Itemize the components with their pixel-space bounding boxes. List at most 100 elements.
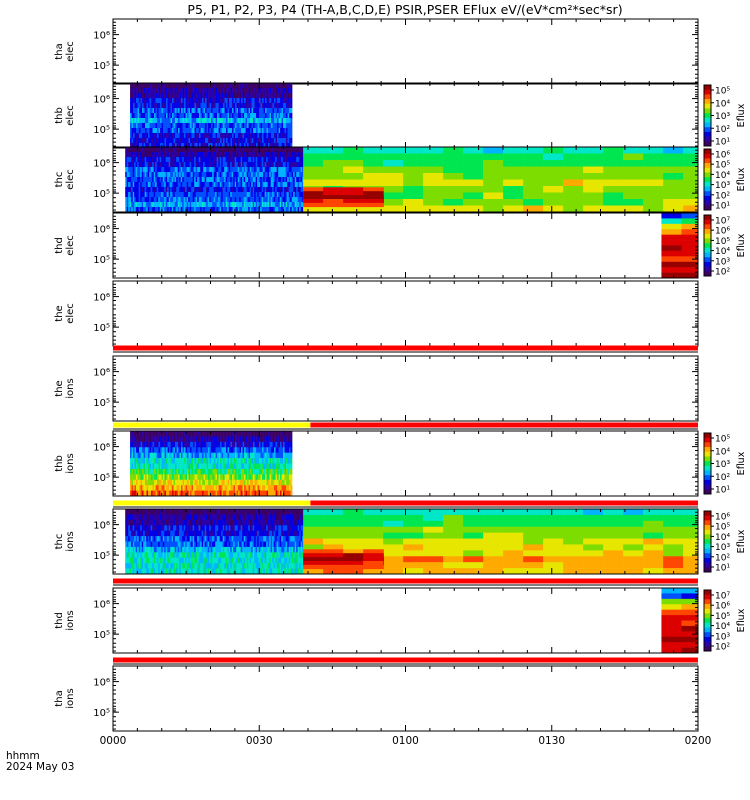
heatmap-cell xyxy=(128,192,130,198)
heatmap-cell xyxy=(143,172,145,178)
heatmap-cell xyxy=(148,485,150,491)
heatmap-cell xyxy=(236,138,239,144)
heatmap-cell xyxy=(197,468,200,475)
heatmap-cell xyxy=(241,133,243,139)
heatmap-cell xyxy=(160,83,162,89)
heatmap-cell xyxy=(182,162,184,168)
heatmap-cell xyxy=(543,147,564,154)
heatmap-cell xyxy=(246,192,249,198)
heatmap-cell xyxy=(182,83,185,89)
heatmap-cell xyxy=(140,463,143,470)
heatmap-cell xyxy=(174,182,177,188)
heatmap-cell xyxy=(152,202,154,208)
heatmap-cell xyxy=(263,133,266,139)
heatmap-cell xyxy=(289,133,291,139)
heatmap-cell xyxy=(262,118,264,124)
heatmap-cell xyxy=(223,436,225,443)
heatmap-cell xyxy=(216,152,219,158)
heatmap-cell xyxy=(201,207,204,213)
heatmap-cell xyxy=(219,202,222,208)
heatmap-cell xyxy=(256,431,258,437)
colorbar-swatch xyxy=(704,117,711,123)
heatmap-cell xyxy=(130,133,132,139)
heatmap-cell xyxy=(205,447,207,453)
heatmap-cell xyxy=(180,147,183,153)
heatmap-cell xyxy=(169,133,171,139)
heatmap-cell xyxy=(213,167,216,173)
heatmap-cell xyxy=(162,197,165,203)
heatmap-cell xyxy=(149,128,152,134)
heatmap-cell xyxy=(343,153,364,161)
heatmap-cell xyxy=(260,468,263,475)
heatmap-cell xyxy=(233,138,236,144)
heatmap-cell xyxy=(230,143,233,149)
heatmap-cell xyxy=(463,160,484,167)
heatmap-cell xyxy=(195,172,198,178)
heatmap-cell xyxy=(215,468,218,475)
heatmap-cell xyxy=(146,157,148,163)
heatmap-cell xyxy=(209,468,212,475)
heatmap-cell xyxy=(266,143,269,149)
heatmap-cell xyxy=(253,490,255,497)
heatmap-cell xyxy=(197,458,200,464)
heatmap-cell xyxy=(240,157,243,163)
heatmap-cell xyxy=(129,202,132,208)
heatmap-cell xyxy=(194,128,197,134)
heatmap-cell xyxy=(235,98,237,104)
heatmap-cell xyxy=(263,152,265,158)
heatmap-cell xyxy=(176,177,178,183)
heatmap-cell xyxy=(161,123,164,129)
heatmap-cell xyxy=(216,147,219,153)
heatmap-cell xyxy=(145,447,147,453)
heatmap-cell xyxy=(203,479,206,486)
heatmap-cell xyxy=(131,172,133,178)
heatmap-cell xyxy=(251,197,253,203)
heatmap-cell xyxy=(503,160,524,167)
heatmap-cell xyxy=(269,447,272,453)
heatmap-cell xyxy=(176,103,179,109)
heatmap-cell xyxy=(212,93,215,99)
heatmap-cell xyxy=(256,123,258,129)
heatmap-cell xyxy=(151,447,153,453)
heatmap-cell xyxy=(192,162,195,168)
heatmap-cell xyxy=(206,108,209,114)
heatmap-cell xyxy=(154,88,156,94)
heatmap-cell xyxy=(275,167,277,173)
heatmap-cell xyxy=(272,431,275,437)
heatmap-cell xyxy=(179,83,182,89)
heatmap-cell xyxy=(289,138,291,144)
heatmap-cell xyxy=(261,152,264,158)
heatmap-cell xyxy=(300,172,303,178)
heatmap-cell xyxy=(463,173,484,180)
heatmap-cell xyxy=(146,441,149,448)
heatmap-cell xyxy=(133,474,135,481)
heatmap-cell xyxy=(260,187,262,193)
heatmap-cell xyxy=(205,485,207,491)
heatmap-cell xyxy=(227,192,229,198)
heatmap-cell xyxy=(151,103,153,109)
heatmap-cell xyxy=(178,463,180,470)
heatmap-cell xyxy=(215,93,218,99)
heatmap-cell xyxy=(278,93,281,99)
heatmap-cell xyxy=(205,431,207,437)
heatmap-cell xyxy=(244,447,246,453)
heatmap-cell xyxy=(167,93,170,99)
heatmap-cell xyxy=(423,147,444,154)
heatmap-cell xyxy=(177,167,180,173)
heatmap-cell xyxy=(200,474,203,481)
heatmap-cell xyxy=(443,160,464,167)
heatmap-cell xyxy=(290,202,292,208)
heatmap-cell xyxy=(232,88,234,94)
heatmap-cell xyxy=(157,143,159,149)
heatmap-cell xyxy=(238,93,240,99)
heatmap-cell xyxy=(198,202,201,208)
heatmap-cell xyxy=(150,197,153,203)
heatmap-cell xyxy=(182,128,185,134)
heatmap-cell xyxy=(170,133,173,139)
heatmap-cell xyxy=(294,197,297,203)
heatmap-cell xyxy=(257,452,260,459)
heatmap-cell xyxy=(175,479,177,486)
heatmap-cell xyxy=(154,458,156,464)
heatmap-cell xyxy=(254,133,257,139)
